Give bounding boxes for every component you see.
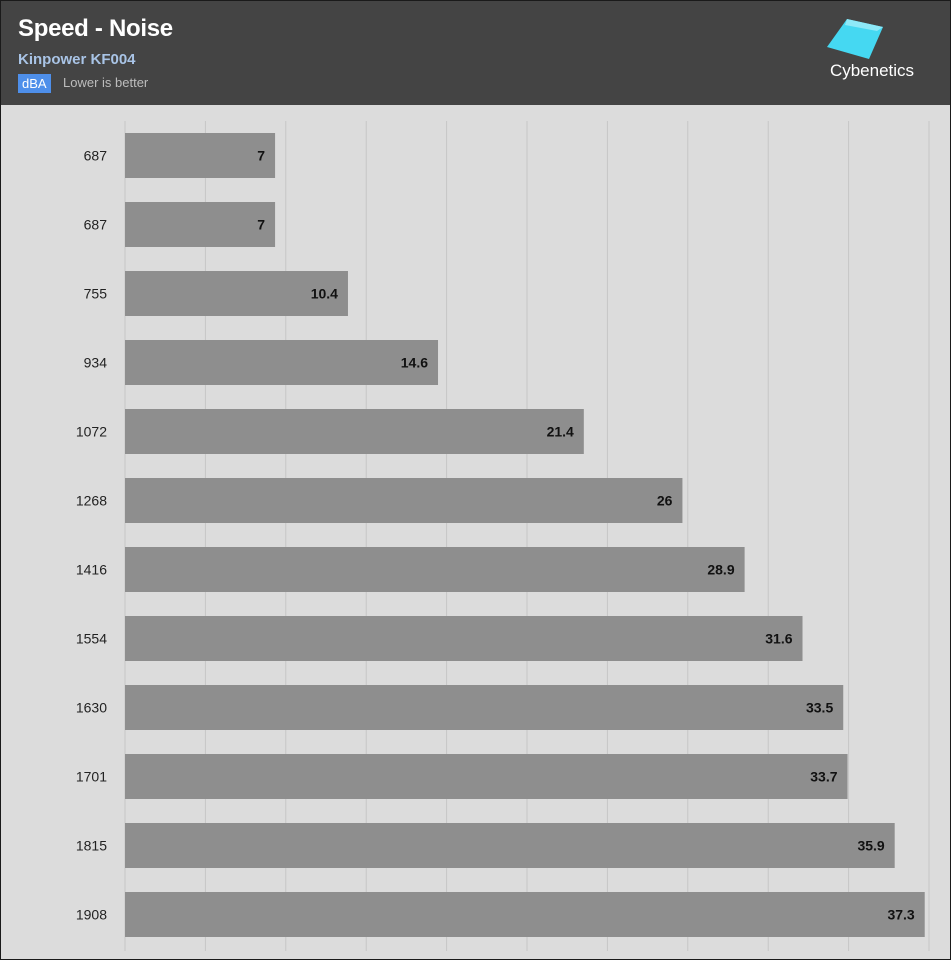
value-label: 35.9 bbox=[857, 838, 884, 854]
chart-title: Speed - Noise bbox=[18, 15, 173, 42]
category-label: 1908 bbox=[76, 907, 107, 923]
bar-chart-plot: 687 687 755 934 1072 1268 1416 1554 1630 1701 1815… bbox=[76, 121, 930, 951]
bar bbox=[125, 823, 895, 868]
gridlines bbox=[124, 121, 930, 951]
bar bbox=[125, 478, 683, 523]
category-label: 1554 bbox=[76, 631, 107, 647]
value-label: 7 bbox=[257, 148, 265, 164]
value-label: 33.5 bbox=[806, 700, 833, 716]
category-label: 1072 bbox=[76, 424, 107, 440]
lower-is-better-note: Lower is better bbox=[63, 75, 149, 90]
cybenetics-logo-text: Cybenetics bbox=[829, 61, 915, 80]
cybenetics-logo: Cybenetics bbox=[817, 17, 927, 89]
value-labels: 7 7 10.4 14.6 21.4 26 28.9 31.6 33.5 33.7 35.9 37.3 bbox=[257, 148, 915, 923]
category-label: 1416 bbox=[76, 562, 107, 578]
chart-header: Speed - Noise Kinpower KF004 dBA Lower i… bbox=[1, 1, 950, 105]
bar bbox=[125, 202, 276, 247]
category-label: 1815 bbox=[76, 838, 107, 854]
value-label: 10.4 bbox=[311, 286, 338, 302]
bar bbox=[125, 754, 848, 799]
category-label: 755 bbox=[84, 286, 108, 302]
category-label: 934 bbox=[84, 355, 108, 371]
category-labels: 687 687 755 934 1072 1268 1416 1554 1630 1701 1815… bbox=[76, 148, 107, 923]
value-label: 31.6 bbox=[765, 631, 792, 647]
bar bbox=[125, 892, 925, 937]
bar bbox=[125, 685, 844, 730]
bar bbox=[125, 616, 803, 661]
bar bbox=[125, 271, 348, 316]
category-label: 687 bbox=[84, 148, 108, 164]
cybenetics-logo-icon bbox=[827, 19, 883, 59]
category-label: 687 bbox=[84, 217, 108, 233]
value-label: 14.6 bbox=[401, 355, 428, 371]
chart-subtitle: Kinpower KF004 bbox=[18, 51, 136, 68]
value-label: 28.9 bbox=[707, 562, 734, 578]
bars bbox=[125, 133, 925, 937]
bar bbox=[125, 340, 439, 385]
value-label: 7 bbox=[257, 217, 265, 233]
value-label: 21.4 bbox=[547, 424, 574, 440]
category-label: 1701 bbox=[76, 769, 107, 785]
category-label: 1268 bbox=[76, 493, 107, 509]
bar bbox=[125, 133, 276, 178]
bar bbox=[125, 547, 745, 592]
bar bbox=[125, 409, 584, 454]
value-label: 26 bbox=[657, 493, 673, 509]
value-label: 33.7 bbox=[810, 769, 837, 785]
category-label: 1630 bbox=[76, 700, 107, 716]
value-label: 37.3 bbox=[887, 907, 914, 923]
unit-badge: dBA bbox=[18, 74, 51, 93]
